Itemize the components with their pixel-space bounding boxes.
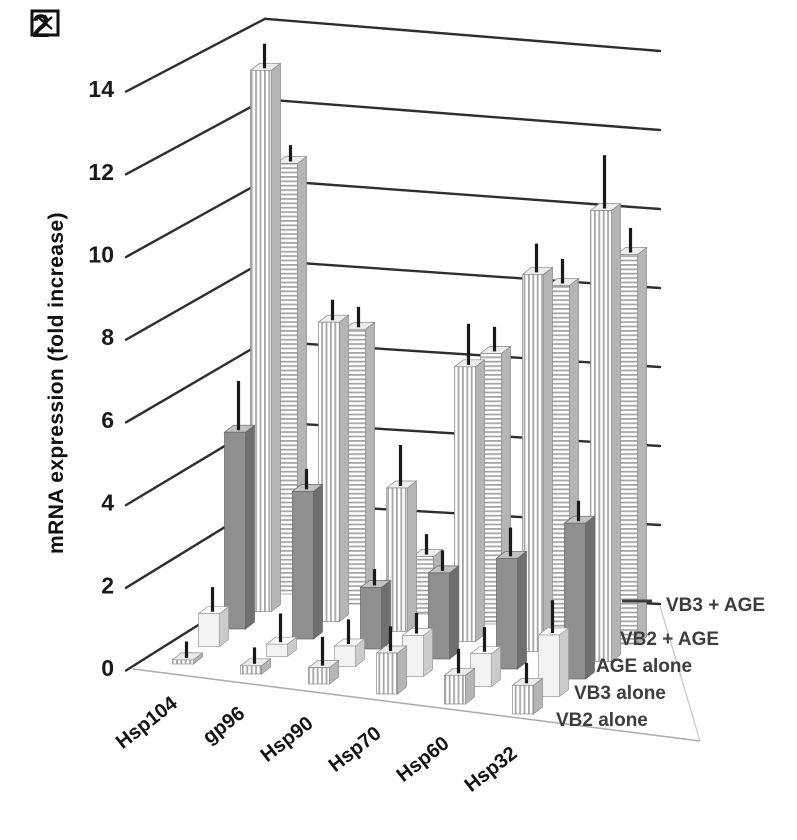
y-axis-title: mRNA expression (fold increase) bbox=[45, 212, 68, 554]
gridline-backwall-14 bbox=[263, 17, 662, 53]
bar-VB3alone-Hsp32 bbox=[537, 600, 570, 698]
bar-front-face bbox=[454, 366, 476, 642]
bar-side-face bbox=[423, 627, 433, 678]
bar-front-face bbox=[308, 667, 330, 685]
bar-AGEalone-Hsp60 bbox=[495, 527, 528, 670]
bar-front-face bbox=[590, 210, 612, 662]
bar-side-face bbox=[407, 480, 417, 633]
y-tick-label-0: 0 bbox=[101, 655, 114, 681]
bar-AGEalone-Hsp70 bbox=[427, 550, 460, 660]
gridline-backwall-12 bbox=[263, 98, 662, 132]
bar-VB2AGE-Hsp104 bbox=[249, 43, 282, 613]
y-tick-label-14: 14 bbox=[88, 76, 114, 102]
bar-VB2AGE-Hsp32 bbox=[589, 155, 622, 663]
y-tick-label-12: 12 bbox=[88, 159, 114, 185]
bar-front-face bbox=[386, 487, 408, 632]
bar-side-face bbox=[245, 424, 255, 630]
y-tick-label-4: 4 bbox=[101, 490, 114, 516]
y-tick-label-8: 8 bbox=[101, 324, 114, 350]
y-tick-label-6: 6 bbox=[101, 407, 114, 433]
bar-side-face bbox=[517, 550, 527, 670]
bar-front-face bbox=[444, 674, 466, 705]
bar-side-face bbox=[339, 314, 349, 623]
bar-VB3alone-Hsp60 bbox=[469, 627, 502, 688]
series-label-AGEalone: AGE alone bbox=[596, 656, 693, 677]
bar-side-face bbox=[365, 321, 375, 605]
bar-AGEalone-gp96 bbox=[291, 468, 324, 640]
bar-front-face bbox=[428, 572, 450, 660]
y-tick-label-10: 10 bbox=[88, 242, 114, 268]
bar-front-face bbox=[522, 273, 544, 652]
gridline-leftwall-8 bbox=[124, 259, 267, 341]
bar-VB3AGE-Hsp32 bbox=[615, 227, 648, 645]
gridline-leftwall-6 bbox=[124, 340, 267, 424]
bar-side-face bbox=[271, 62, 281, 613]
bar-AGEalone-Hsp90 bbox=[359, 569, 392, 650]
bar-side-face bbox=[313, 483, 323, 640]
bar-front-face bbox=[496, 557, 518, 670]
bar-VB2alone-Hsp60 bbox=[443, 648, 476, 705]
bar-front-face bbox=[266, 643, 288, 657]
bar-side-face bbox=[543, 266, 553, 653]
bar-front-face bbox=[224, 431, 246, 630]
bar-VB3alone-Hsp70 bbox=[401, 613, 434, 678]
bar-VB2AGE-Hsp90 bbox=[385, 445, 418, 633]
gridline-leftwall-14 bbox=[124, 17, 267, 93]
bar-side-face bbox=[397, 645, 407, 695]
gridline-backwall-10 bbox=[263, 178, 662, 211]
gridline-leftwall-10 bbox=[124, 178, 267, 259]
bar-side-face bbox=[611, 202, 621, 663]
bar-AGEalone-Hsp32 bbox=[563, 500, 596, 680]
bar-VB2AGE-Hsp60 bbox=[521, 243, 554, 653]
series-label-VB2AGE: VB2 + AGE bbox=[620, 629, 720, 650]
bar-front-face bbox=[334, 645, 356, 667]
figure-number-label: 2 bbox=[30, 8, 60, 45]
bar-side-face bbox=[559, 627, 569, 698]
bar-front-face bbox=[240, 665, 262, 675]
bar-AGEalone-Hsp104 bbox=[223, 381, 256, 630]
bar-VB3AGE-gp96 bbox=[343, 306, 376, 605]
bar-VB3alone-Hsp90 bbox=[333, 619, 366, 668]
bar-VB2AGE-Hsp70 bbox=[453, 323, 486, 643]
floor-right-edge bbox=[659, 605, 701, 742]
bar-VB3alone-Hsp104 bbox=[197, 587, 230, 648]
bar-front-face bbox=[172, 659, 194, 665]
y-tick-label-2: 2 bbox=[101, 572, 114, 598]
figure-kanji-icon bbox=[30, 9, 60, 37]
bar-VB2alone-Hsp90 bbox=[307, 636, 340, 685]
bar-side-face bbox=[637, 246, 647, 645]
bar-side-face bbox=[449, 565, 459, 660]
bar-VB2alone-Hsp104 bbox=[171, 641, 204, 665]
bar-front-face bbox=[376, 652, 398, 695]
bar-VB2AGE-gp96 bbox=[317, 299, 350, 623]
bar-front-face bbox=[198, 613, 220, 647]
bar-front-face bbox=[292, 491, 314, 640]
bar-front-face bbox=[538, 634, 560, 697]
gridline-leftwall-12 bbox=[124, 98, 267, 176]
bar-front-face bbox=[318, 321, 340, 622]
bar-front-face bbox=[512, 684, 534, 715]
bar-side-face bbox=[585, 515, 595, 680]
series-label-VB2alone: VB2 alone bbox=[556, 710, 648, 731]
bar-VB3alone-gp96 bbox=[265, 613, 298, 658]
bar-VB2alone-Hsp70 bbox=[375, 626, 408, 695]
floor-front-edge bbox=[132, 668, 701, 742]
bar-front-face bbox=[250, 69, 272, 612]
bar-side-face bbox=[475, 359, 485, 643]
bar-VB2alone-Hsp32 bbox=[511, 662, 544, 715]
bar-front-face bbox=[564, 522, 586, 680]
series-label-VB3AGE: VB3 + AGE bbox=[666, 595, 766, 616]
bar-VB2alone-gp96 bbox=[239, 647, 272, 675]
bar-front-face bbox=[360, 587, 382, 650]
series-label-VB3alone: VB3 alone bbox=[574, 683, 666, 704]
